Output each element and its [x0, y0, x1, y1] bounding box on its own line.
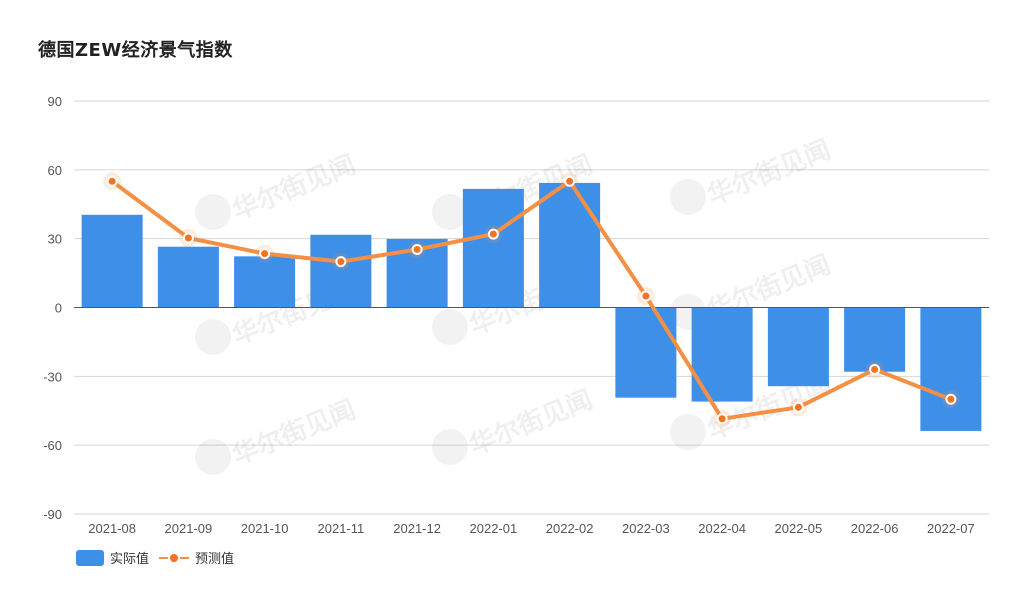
x-tick-label: 2022-01	[470, 521, 518, 536]
watermark-logo	[432, 309, 468, 345]
watermark-text: 华尔街见闻	[228, 394, 360, 471]
x-axis-ticks: 2021-08 2021-09 2021-10 2021-11 2021-12 2022-…	[88, 521, 974, 536]
line-point	[792, 401, 804, 413]
legend-line-swatch	[159, 550, 190, 566]
x-tick-label: 2022-05	[775, 521, 823, 536]
line-point	[716, 413, 728, 425]
line-point	[411, 243, 423, 255]
x-tick-label: 2021-11	[318, 521, 365, 536]
legend-item-actual[interactable]: 实际值	[76, 548, 149, 567]
legend-item-forecast[interactable]: 预测值	[159, 548, 234, 567]
watermark-logo	[195, 194, 231, 230]
gridlines	[74, 100, 989, 515]
watermark-logo	[670, 414, 706, 450]
y-tick-label: 30	[48, 232, 62, 247]
watermark-logo	[195, 319, 231, 355]
watermark-text: 华尔街见闻	[465, 384, 597, 461]
forecast-line	[110, 179, 952, 421]
legend-label-actual: 实际值	[110, 552, 150, 567]
bar	[157, 246, 219, 308]
bar	[462, 188, 524, 308]
watermark-text: 华尔街见闻	[228, 149, 360, 226]
x-tick-label: 2021-09	[165, 521, 213, 536]
x-tick-label: 2022-03	[622, 521, 670, 536]
line-point	[564, 175, 576, 187]
x-tick-label: 2022-07	[927, 521, 975, 536]
y-axis-ticks: 90 60 30 0 -30 -60 -90	[43, 94, 62, 522]
watermark-logo	[670, 179, 706, 215]
bar	[310, 234, 372, 308]
y-tick-label: 90	[48, 94, 62, 109]
bar	[920, 307, 982, 431]
watermark-logo	[195, 439, 231, 475]
y-tick-label: -90	[43, 507, 62, 522]
bar	[844, 307, 906, 372]
line-point	[182, 232, 194, 244]
x-tick-label: 2021-12	[393, 521, 441, 536]
y-tick-label: 60	[48, 163, 62, 178]
x-tick-label: 2021-08	[88, 521, 136, 536]
watermark-text: 华尔街见闻	[703, 134, 835, 211]
watermark-logo	[432, 194, 468, 230]
line-series	[103, 172, 960, 428]
watermark-logo	[432, 429, 468, 465]
line-point	[106, 175, 118, 187]
legend-label-forecast: 预测值	[195, 552, 235, 567]
y-tick-label: 0	[55, 301, 62, 316]
bar	[539, 182, 601, 308]
x-tick-label: 2021-10	[241, 521, 289, 536]
legend-bar-swatch	[76, 549, 104, 566]
line-point	[335, 256, 347, 268]
legend: 实际值 预测值	[76, 548, 234, 567]
chart-title: 德国ZEW经济景气指数	[38, 40, 233, 61]
x-tick-label: 2022-02	[546, 521, 594, 536]
line-point	[487, 228, 499, 240]
x-tick-label: 2022-06	[851, 521, 899, 536]
line-point	[869, 363, 881, 375]
line-point	[259, 248, 271, 260]
bar	[81, 214, 143, 308]
x-tick-label: 2022-04	[698, 521, 746, 536]
y-tick-label: -60	[43, 438, 62, 453]
line-point	[945, 393, 957, 405]
bar	[234, 256, 296, 308]
line-point	[640, 290, 652, 302]
bar	[615, 307, 677, 398]
bar	[767, 307, 829, 387]
y-tick-label: -30	[43, 369, 62, 384]
